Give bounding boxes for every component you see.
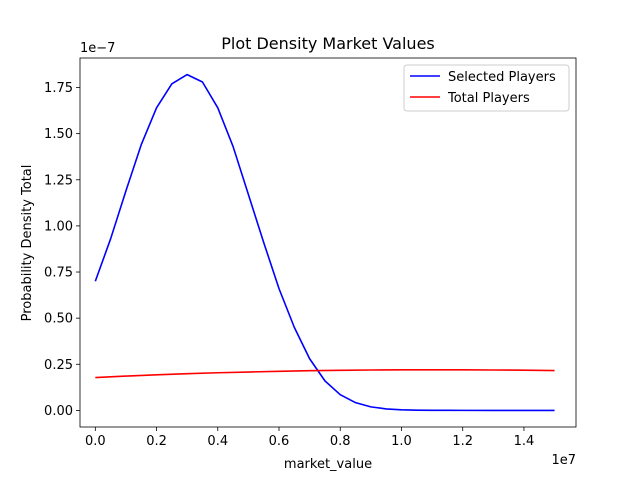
legend-label-selected-players: Selected Players — [448, 70, 556, 85]
x-tick-label: 0.4 — [207, 434, 228, 449]
y-tick-label: 0.25 — [44, 358, 73, 373]
x-tick-label: 0.6 — [269, 434, 290, 449]
y-axis-label: Probability Density Total — [20, 165, 35, 322]
x-tick-label: 0.0 — [85, 434, 106, 449]
series-line-selected-players — [94, 73, 555, 412]
y-tick-label: 1.75 — [44, 81, 73, 96]
y-tick-label: 0.75 — [44, 266, 73, 281]
series-line-total-players — [95, 369, 555, 379]
x-tick-label: 0.2 — [146, 434, 167, 449]
y-axis-offset-label: 1e−7 — [80, 41, 115, 56]
chart-title: Plot Density Market Values — [221, 34, 435, 53]
y-tick-label: 0.50 — [44, 312, 73, 327]
x-axis-ticks: 0.0 0.2 0.4 0.6 0.8 1.0 1.2 1.4 — [85, 427, 534, 449]
plot-frame — [79, 57, 577, 428]
series-lines — [94, 73, 555, 412]
legend-frame — [403, 64, 570, 112]
y-tick-label: 1.50 — [44, 127, 73, 142]
x-tick-label: 0.8 — [330, 434, 351, 449]
legend-label-total-players: Total Players — [447, 91, 530, 106]
y-tick-label: 0.00 — [44, 404, 73, 419]
y-tick-label: 1.25 — [44, 173, 73, 188]
y-axis-ticks: 0.00 0.25 0.50 0.75 1.00 1.25 1.50 1.75 — [44, 81, 80, 419]
x-tick-label: 1.0 — [391, 434, 412, 449]
x-tick-label: 1.4 — [514, 434, 535, 449]
x-axis-label: market_value — [284, 457, 372, 472]
x-axis-offset-label: 1e7 — [551, 453, 576, 468]
y-tick-label: 1.00 — [44, 219, 73, 234]
x-tick-label: 1.2 — [452, 434, 473, 449]
plot-area — [79, 57, 577, 428]
legend: Selected Players Total Players — [403, 64, 570, 112]
